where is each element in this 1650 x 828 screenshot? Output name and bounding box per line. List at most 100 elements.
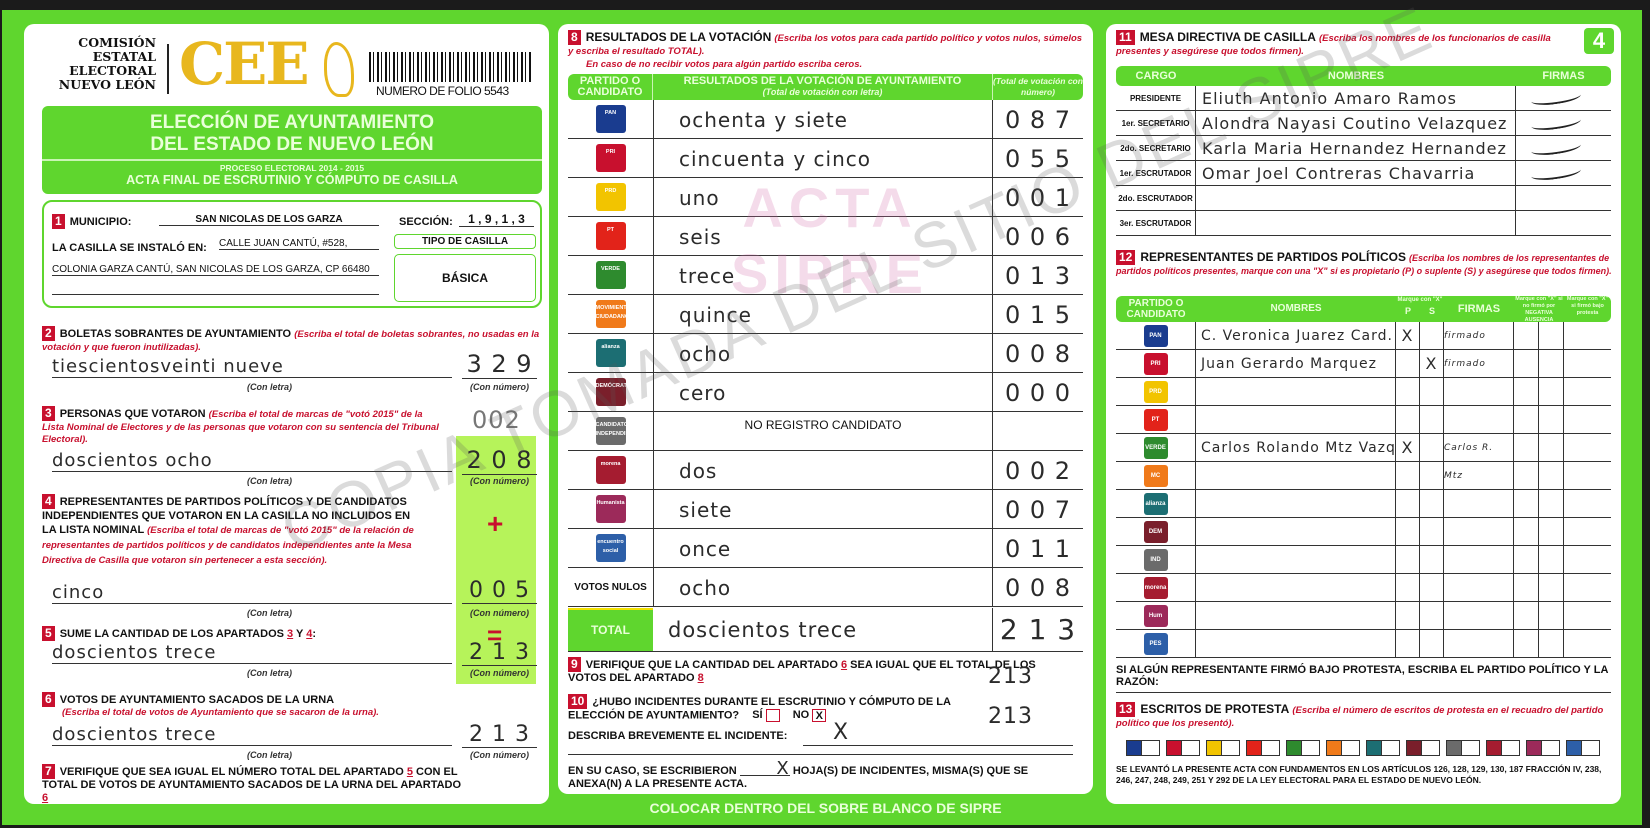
ausencia-checkbox[interactable] bbox=[1539, 518, 1564, 545]
protest-count-box[interactable] bbox=[1246, 740, 1280, 756]
s-checkbox[interactable] bbox=[1420, 322, 1444, 349]
protest-count-box[interactable] bbox=[1486, 740, 1520, 756]
firma-field[interactable] bbox=[1516, 161, 1611, 185]
ausencia-checkbox[interactable] bbox=[1539, 406, 1564, 433]
protest-count-field[interactable] bbox=[1381, 741, 1399, 755]
no-checkbox[interactable]: X bbox=[812, 709, 827, 722]
s-checkbox[interactable] bbox=[1420, 546, 1444, 573]
negativa-checkbox[interactable] bbox=[1514, 630, 1539, 657]
votes-numero[interactable]: 0 0 8 bbox=[1004, 340, 1072, 368]
s-checkbox[interactable] bbox=[1420, 574, 1444, 601]
protest-count-box[interactable] bbox=[1406, 740, 1440, 756]
firma-field[interactable]: firmado bbox=[1444, 322, 1514, 349]
p-checkbox[interactable] bbox=[1396, 546, 1420, 573]
ausencia-checkbox[interactable] bbox=[1539, 546, 1564, 573]
votes-letra[interactable]: quince bbox=[653, 295, 993, 333]
protest-count-field[interactable] bbox=[1501, 741, 1519, 755]
ausencia-checkbox[interactable] bbox=[1539, 630, 1564, 657]
nombre-field[interactable]: Carlos Rolando Mtz Vazquez bbox=[1196, 434, 1396, 461]
protest-count-field[interactable] bbox=[1261, 741, 1279, 755]
letra-field[interactable]: cinco bbox=[52, 582, 452, 604]
protesta-checkbox[interactable] bbox=[1564, 350, 1611, 377]
p-checkbox[interactable] bbox=[1396, 574, 1420, 601]
protest-count-box[interactable] bbox=[1326, 740, 1360, 756]
protesta-checkbox[interactable] bbox=[1564, 434, 1611, 461]
votes-letra[interactable]: ocho bbox=[653, 568, 993, 606]
s-checkbox[interactable] bbox=[1420, 602, 1444, 629]
protest-count-box[interactable] bbox=[1526, 740, 1560, 756]
votes-letra[interactable]: trece bbox=[653, 256, 993, 294]
protesta-checkbox[interactable] bbox=[1564, 630, 1611, 657]
nombre-field[interactable] bbox=[1196, 186, 1516, 210]
letra-field[interactable]: tiescientosveinti nueve bbox=[52, 356, 452, 378]
firma-field[interactable] bbox=[1444, 462, 1514, 489]
negativa-checkbox[interactable] bbox=[1514, 546, 1539, 573]
protest-count-box[interactable] bbox=[1126, 740, 1160, 756]
nombre-field[interactable] bbox=[1196, 602, 1396, 629]
firma-field[interactable] bbox=[1516, 136, 1611, 160]
nombre-field[interactable]: Eliuth Antonio Amaro Ramos bbox=[1196, 86, 1516, 110]
votes-letra[interactable]: uno bbox=[653, 178, 993, 216]
protest-count-field[interactable] bbox=[1581, 741, 1599, 755]
nombre-field[interactable] bbox=[1196, 462, 1396, 489]
protesta-checkbox[interactable] bbox=[1564, 518, 1611, 545]
p-checkbox[interactable] bbox=[1396, 350, 1420, 377]
negativa-checkbox[interactable] bbox=[1514, 406, 1539, 433]
nombre-field[interactable] bbox=[1196, 518, 1396, 545]
s-checkbox[interactable] bbox=[1420, 434, 1444, 461]
votes-letra[interactable]: NO REGISTRO CANDIDATO bbox=[653, 412, 993, 450]
firma-field[interactable] bbox=[1444, 406, 1514, 433]
s-checkbox[interactable] bbox=[1420, 406, 1444, 433]
protest-count-field[interactable] bbox=[1301, 741, 1319, 755]
nombre-field[interactable] bbox=[1196, 211, 1516, 235]
firma-field[interactable] bbox=[1444, 378, 1514, 405]
votes-letra[interactable]: seis bbox=[653, 217, 993, 255]
numero-field[interactable]: 3 2 9 bbox=[462, 350, 537, 379]
hojas-field[interactable]: X bbox=[739, 760, 790, 778]
p-checkbox[interactable] bbox=[1396, 378, 1420, 405]
firma-field[interactable]: firmado bbox=[1444, 350, 1514, 377]
nombre-field[interactable] bbox=[1196, 630, 1396, 657]
firma-field[interactable] bbox=[1444, 490, 1514, 517]
firma-field[interactable] bbox=[1516, 111, 1611, 135]
negativa-checkbox[interactable] bbox=[1514, 518, 1539, 545]
s-checkbox[interactable] bbox=[1420, 630, 1444, 657]
total-numero[interactable]: 2 1 3 bbox=[999, 613, 1077, 646]
negativa-checkbox[interactable] bbox=[1514, 378, 1539, 405]
firma-field[interactable]: Carlos R. Mtz bbox=[1444, 434, 1514, 481]
p-checkbox[interactable] bbox=[1396, 490, 1420, 517]
votes-letra[interactable]: cincuenta y cinco bbox=[653, 139, 993, 177]
protest-count-box[interactable] bbox=[1446, 740, 1480, 756]
protesta-checkbox[interactable] bbox=[1564, 574, 1611, 601]
protest-count-field[interactable] bbox=[1221, 741, 1239, 755]
votes-letra[interactable]: dos bbox=[653, 451, 993, 489]
ausencia-checkbox[interactable] bbox=[1539, 490, 1564, 517]
ausencia-checkbox[interactable] bbox=[1539, 574, 1564, 601]
protest-count-field[interactable] bbox=[1341, 741, 1359, 755]
s-checkbox[interactable]: X bbox=[1420, 350, 1444, 377]
votes-numero[interactable]: 0 0 6 bbox=[1004, 223, 1072, 251]
ausencia-checkbox[interactable] bbox=[1539, 378, 1564, 405]
p-checkbox[interactable] bbox=[1396, 630, 1420, 657]
protest-count-box[interactable] bbox=[1366, 740, 1400, 756]
votes-letra[interactable]: ochenta y siete bbox=[653, 100, 993, 138]
nombre-field[interactable] bbox=[1196, 378, 1396, 405]
protesta-checkbox[interactable] bbox=[1564, 406, 1611, 433]
firma-field[interactable] bbox=[1444, 518, 1514, 545]
negativa-checkbox[interactable] bbox=[1514, 602, 1539, 629]
firma-field[interactable] bbox=[1516, 86, 1611, 110]
protest-count-box[interactable] bbox=[1166, 740, 1200, 756]
protest-count-box[interactable] bbox=[1206, 740, 1240, 756]
protest-count-field[interactable] bbox=[1461, 741, 1479, 755]
negativa-checkbox[interactable] bbox=[1514, 350, 1539, 377]
p-checkbox[interactable] bbox=[1396, 518, 1420, 545]
votes-letra[interactable]: ocho bbox=[653, 334, 993, 372]
votes-numero[interactable]: 0 0 8 bbox=[1004, 574, 1072, 602]
numero-field[interactable]: 2 1 3 bbox=[462, 722, 537, 748]
votes-numero[interactable]: 0 1 3 bbox=[1004, 262, 1072, 290]
s-checkbox[interactable] bbox=[1420, 490, 1444, 517]
s-checkbox[interactable] bbox=[1420, 462, 1444, 489]
votes-numero[interactable]: 0 5 5 bbox=[1004, 145, 1072, 173]
protest-count-field[interactable] bbox=[1141, 741, 1159, 755]
protest-count-box[interactable] bbox=[1566, 740, 1600, 756]
